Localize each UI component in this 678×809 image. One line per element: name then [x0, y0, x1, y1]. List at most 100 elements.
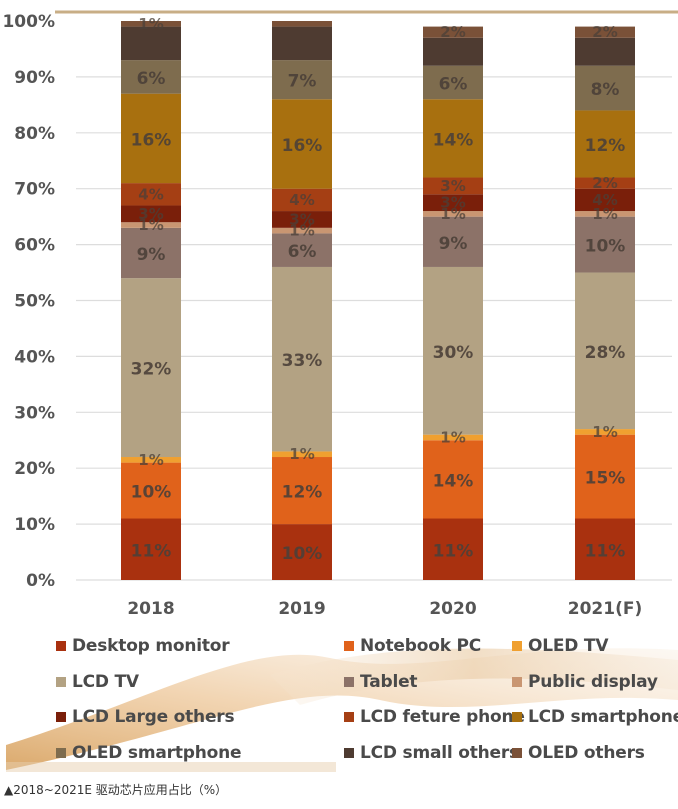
bar-segment [121, 518, 181, 580]
legend-item: OLED others [512, 743, 645, 763]
bar-segment [121, 183, 181, 206]
data-label: 28% [585, 343, 626, 363]
data-label: 1% [138, 15, 163, 33]
bar-segment [423, 194, 483, 212]
y-tick-label: 80% [14, 124, 55, 144]
bar-segment [121, 462, 181, 519]
bar-segment [121, 457, 181, 463]
bar-segment [272, 21, 332, 27]
bar-segment [575, 188, 635, 212]
data-label: 3% [289, 210, 314, 228]
legend-item: Public display [512, 672, 658, 692]
x-tick-label: 2021(F) [568, 599, 642, 619]
data-label: 2% [592, 23, 617, 41]
y-tick-label: 20% [14, 459, 55, 479]
legend-label: OLED smartphone [72, 743, 242, 763]
legend-swatch [344, 641, 354, 651]
bar-segment [272, 227, 332, 234]
legend-label: LCD Large others [72, 707, 235, 727]
legend-item: OLED smartphone [56, 743, 242, 763]
bar-segment [272, 99, 332, 189]
data-label: 1% [592, 205, 617, 223]
legend-swatch [56, 712, 66, 722]
bar-segment [423, 211, 483, 217]
data-label: 3% [440, 177, 465, 195]
y-tick-label: 60% [14, 236, 55, 256]
data-label: 12% [585, 136, 626, 156]
y-tick-label: 70% [14, 180, 55, 200]
bar-segment [575, 37, 635, 66]
y-tick-label: 30% [14, 403, 55, 423]
data-label: 1% [440, 205, 465, 223]
y-tick-label: 40% [14, 347, 55, 367]
data-label: 32% [131, 360, 172, 380]
data-label: 1% [440, 428, 465, 446]
data-label: 6% [439, 74, 468, 94]
data-label: 9% [439, 234, 468, 254]
bar-segment [121, 93, 181, 184]
legend-swatch [344, 677, 354, 687]
chart-canvas: 11%10%1%32%9%1%3%4%16%6%1%10%12%1%33%6%1… [2, 10, 678, 772]
bar-segment [575, 518, 635, 580]
legend-item: LCD TV [56, 672, 139, 692]
legend-item: LCD Large others [56, 707, 235, 727]
data-label: 10% [585, 237, 626, 257]
bar-segment [423, 216, 483, 267]
legend-item: LCD feture phone [344, 707, 525, 727]
data-label: 30% [433, 343, 474, 363]
bar-segment [575, 177, 635, 189]
legend-label: LCD small others [360, 743, 519, 763]
bar-segment [272, 233, 332, 267]
bar-segment [575, 434, 635, 519]
legend-label: Desktop monitor [72, 636, 230, 656]
bar-segment [121, 205, 181, 223]
data-label: 1% [289, 222, 314, 240]
data-label: 15% [585, 469, 626, 489]
legend-label: OLED TV [528, 636, 609, 656]
data-label: 16% [282, 136, 323, 156]
data-label: 1% [138, 216, 163, 234]
legend-item: Notebook PC [344, 636, 481, 656]
data-label: 2% [440, 23, 465, 41]
x-tick-label: 2020 [429, 599, 476, 619]
bar-segment [423, 177, 483, 195]
x-tick-label: 2018 [127, 599, 174, 619]
legend-label: LCD feture phone [360, 707, 525, 727]
legend-label: Public display [528, 672, 658, 692]
bar-segment [121, 26, 181, 61]
legend-swatch [56, 677, 66, 687]
bar-segment [272, 266, 332, 452]
y-tick-label: 90% [14, 68, 55, 88]
bar-segment [272, 457, 332, 525]
data-label: 14% [433, 471, 474, 491]
data-label: 12% [282, 483, 323, 503]
x-tick-label: 2019 [278, 599, 325, 619]
data-label: 3% [440, 194, 465, 212]
data-label: 33% [282, 351, 323, 371]
legend-label: OLED others [528, 743, 645, 763]
legend-swatch [344, 748, 354, 758]
legend-swatch [56, 641, 66, 651]
legend-item: LCD smartphone [512, 707, 678, 727]
bar-segment [575, 429, 635, 435]
data-label: 11% [433, 541, 474, 561]
legend-label: Tablet [360, 672, 418, 692]
bar-segment [423, 37, 483, 66]
bar-segment [272, 451, 332, 458]
bar-segment [121, 60, 181, 94]
data-label: 11% [131, 541, 172, 561]
legend-label: Notebook PC [360, 636, 482, 656]
figure-caption: ▲2018~2021E 驱动芯片应用占比（%） [4, 783, 228, 797]
legend-label: LCD TV [72, 672, 139, 692]
bar-segment [423, 99, 483, 178]
legend-item: Desktop monitor [56, 636, 230, 656]
bar-segment [423, 434, 483, 441]
legend-swatch [344, 712, 354, 722]
data-label: 10% [131, 483, 172, 503]
data-label: 10% [282, 544, 323, 564]
bar-segment [423, 266, 483, 435]
bar-segment [423, 440, 483, 519]
legend-item: Tablet [344, 672, 418, 692]
data-label: 11% [585, 541, 626, 561]
bar-segment [121, 278, 181, 458]
